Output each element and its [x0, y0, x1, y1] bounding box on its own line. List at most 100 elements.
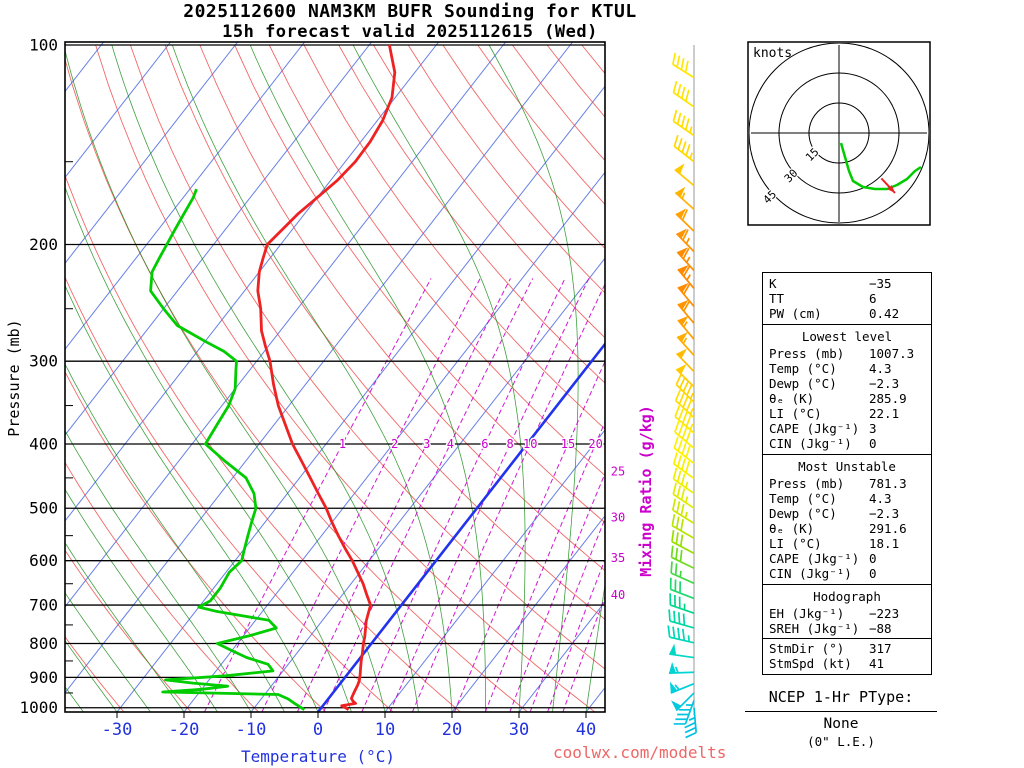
pressure-tick-labels: 100 200 300 400 500 600 700 800 900 1000 — [19, 36, 58, 718]
index-label: K — [769, 276, 777, 291]
svg-text:4: 4 — [447, 437, 454, 451]
mixing-ratio-lines — [203, 278, 605, 712]
svg-text:100: 100 — [29, 36, 58, 55]
index-row: Dewp (°C) −2.3 — [769, 506, 925, 521]
index-label: CAPE (Jkg⁻¹) — [769, 421, 860, 436]
index-value: 41 — [869, 656, 885, 671]
watermark-text: coolwx.com/modelts — [553, 743, 727, 762]
index-value: 18.1 — [869, 536, 900, 551]
svg-text:40: 40 — [611, 588, 625, 602]
index-value: 291.6 — [869, 521, 907, 536]
index-row: StmDir (°) 317 — [769, 641, 925, 656]
pressure-gridlines — [65, 44, 605, 709]
svg-text:800: 800 — [29, 634, 58, 653]
indices-section: K −35 TT 6 PW (cm) 0.42 — [762, 272, 932, 325]
isotherms — [65, 42, 605, 712]
svg-text:30: 30 — [611, 510, 625, 524]
storm-motion-arrow — [880, 177, 896, 194]
svg-text:-30: -30 — [102, 720, 133, 740]
ptype-panel: NCEP 1-Hr PType: None (0" L.E.) — [745, 688, 937, 749]
index-value: 3 — [869, 421, 877, 436]
index-label: Press (mb) — [769, 346, 845, 361]
svg-text:1000: 1000 — [19, 698, 58, 717]
svg-text:40: 40 — [576, 720, 596, 740]
svg-text:35: 35 — [611, 551, 625, 565]
svg-text:10: 10 — [375, 720, 395, 740]
temperature-tick-labels: -30 -20 -10 0 10 20 30 40 — [102, 712, 596, 740]
index-row: Dewp (°C) −2.3 — [769, 376, 925, 391]
moist-adiabats — [65, 44, 605, 712]
index-row: CIN (Jkg⁻¹) 0 — [769, 436, 925, 451]
chart-title-line1: 2025112600 NAM3KM BUFR Sounding for KTUL — [183, 1, 637, 22]
wind-barbs — [667, 45, 698, 739]
index-row: Temp (°C) 4.3 — [769, 491, 925, 506]
index-row: TT 6 — [769, 291, 925, 306]
index-value: 6 — [869, 291, 877, 306]
indices-section-title: Lowest level — [801, 329, 893, 344]
chart-title-line2: 15h forecast valid 2025112615 (Wed) — [222, 22, 598, 42]
index-row: CAPE (Jkg⁻¹) 3 — [769, 421, 925, 436]
svg-text:25: 25 — [611, 464, 625, 478]
index-value: 0.42 — [869, 306, 900, 321]
index-row: LI (°C) 18.1 — [769, 536, 925, 551]
index-row: K −35 — [769, 276, 925, 291]
svg-text:3: 3 — [423, 437, 430, 451]
index-label: StmSpd (kt) — [769, 656, 852, 671]
index-value: 1007.3 — [869, 346, 915, 361]
hodograph-trace — [839, 142, 922, 191]
index-label: PW (cm) — [769, 306, 822, 321]
dry-adiabats — [65, 44, 605, 712]
indices-section-title: Most Unstable — [798, 459, 896, 474]
index-row: Press (mb) 781.3 — [769, 476, 925, 491]
temperature-trace — [256, 44, 397, 711]
index-value: 781.3 — [869, 476, 907, 491]
index-value: 0 — [869, 566, 877, 581]
svg-text:20: 20 — [442, 720, 462, 740]
index-label: CIN (Jkg⁻¹) — [769, 436, 852, 451]
svg-text:-20: -20 — [169, 720, 200, 740]
svg-text:2: 2 — [391, 437, 398, 451]
indices-section: Hodograph EH (Jkg⁻¹) −223 SREH (Jkg⁻¹) −88 St… — [762, 584, 932, 675]
index-label: CIN (Jkg⁻¹) — [769, 566, 852, 581]
svg-text:15: 15 — [561, 437, 575, 451]
svg-text:0: 0 — [313, 720, 323, 740]
index-label: Temp (°C) — [769, 491, 837, 506]
index-value: −88 — [869, 621, 892, 636]
plot-border — [64, 41, 606, 713]
section-divider — [763, 638, 931, 639]
svg-text:300: 300 — [29, 352, 58, 371]
svg-text:10: 10 — [523, 437, 537, 451]
indices-section: Most Unstable Press (mb) 781.3 Temp (°C) 4.3… — [762, 454, 932, 585]
index-row: StmSpd (kt) 41 — [769, 656, 925, 671]
index-row: SREH (Jkg⁻¹) −88 — [769, 621, 925, 636]
index-row: LI (°C) 22.1 — [769, 406, 925, 421]
index-label: LI (°C) — [769, 406, 822, 421]
dewpoint-trace — [149, 188, 306, 711]
skewt-background — [65, 42, 605, 712]
index-row: Temp (°C) 4.3 — [769, 361, 925, 376]
index-label: Dewp (°C) — [769, 376, 837, 391]
index-label: Dewp (°C) — [769, 506, 837, 521]
index-value: −2.3 — [869, 506, 900, 521]
freezing-isotherm — [316, 341, 605, 712]
index-value: 22.1 — [869, 406, 900, 421]
svg-text:8: 8 — [507, 437, 514, 451]
temperature-axis-label: Temperature (°C) — [240, 747, 396, 766]
index-row: θₑ (K) 291.6 — [769, 521, 925, 536]
index-row: θₑ (K) 285.9 — [769, 391, 925, 406]
index-value: 285.9 — [869, 391, 907, 406]
svg-text:30: 30 — [509, 720, 529, 740]
svg-text:900: 900 — [29, 668, 58, 687]
svg-text:200: 200 — [29, 235, 58, 254]
ptype-value: None — [823, 716, 859, 732]
ptype-detail: (0" L.E.) — [807, 734, 875, 749]
index-value: −2.3 — [869, 376, 900, 391]
mixing-ratio-labels: 1 2 3 4 6 8 10 15 20 25 30 35 40 — [337, 435, 626, 603]
indices-table: K −35 TT 6 PW (cm) 0.42 Lowest level Press (mb)… — [762, 272, 932, 675]
index-label: SREH (Jkg⁻¹) — [769, 621, 860, 636]
index-row: EH (Jkg⁻¹) −223 — [769, 606, 925, 621]
index-value: −223 — [869, 606, 900, 621]
index-label: StmDir (°) — [769, 641, 845, 656]
